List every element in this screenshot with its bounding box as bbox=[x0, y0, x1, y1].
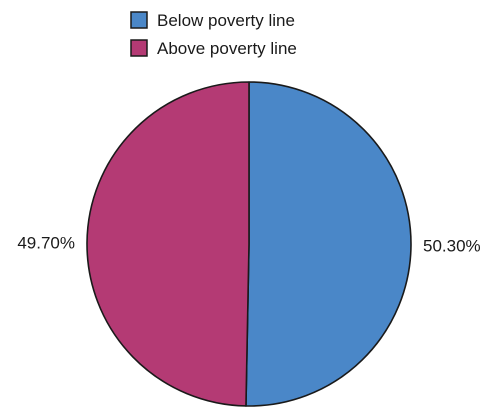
pie-slice-above-poverty-line bbox=[86, 81, 250, 407]
value-labels: 50.30% 49.70% bbox=[17, 233, 480, 255]
legend-label-below-poverty-line: Below poverty line bbox=[157, 11, 295, 30]
pie-slice-below-poverty-line bbox=[245, 81, 412, 407]
legend-label-above-poverty-line: Above poverty line bbox=[157, 39, 297, 58]
legend: Below poverty line Above poverty line bbox=[130, 11, 297, 58]
legend-swatch-below-poverty-line bbox=[130, 11, 148, 29]
value-label-above-poverty-line: 49.70% bbox=[17, 233, 75, 252]
value-label-below-poverty-line: 50.30% bbox=[423, 237, 481, 256]
pie-slices bbox=[86, 81, 412, 407]
legend-swatch-above-poverty-line bbox=[130, 39, 148, 57]
